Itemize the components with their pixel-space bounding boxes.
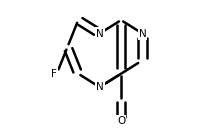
Text: N: N [139,29,146,38]
Text: N: N [96,82,104,92]
Text: F: F [51,69,57,79]
Text: N: N [96,29,104,38]
Text: O: O [117,116,125,126]
